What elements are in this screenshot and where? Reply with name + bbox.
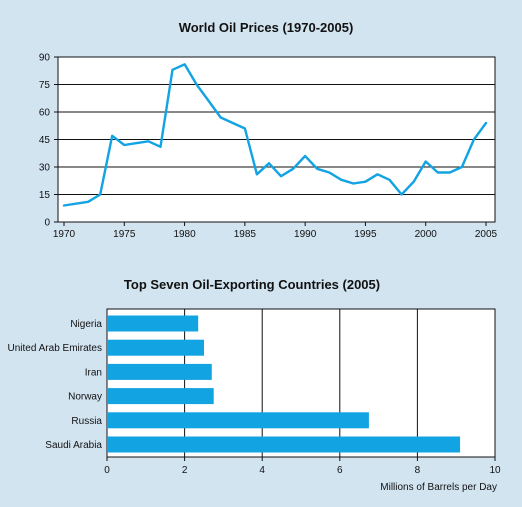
bar — [107, 315, 199, 332]
line-chart-title: World Oil Prices (1970-2005) — [179, 20, 354, 35]
line-y-tick-label: 60 — [39, 108, 51, 119]
bar-chart-x-ticks: 0 2 4 6 8 10 — [104, 457, 501, 476]
line-x-tick-label: 1985 — [234, 229, 257, 240]
line-x-tick-label: 2005 — [475, 229, 498, 240]
line-y-tick-label: 30 — [39, 163, 51, 174]
bar-category-label: Norway — [68, 392, 102, 403]
line-x-tick-label: 1995 — [354, 229, 377, 240]
bar-chart-x-axis-label: Millions of Barrels per Day — [380, 482, 497, 493]
bar-x-tick-label: 8 — [415, 465, 421, 476]
bar-x-tick-label: 10 — [489, 465, 501, 476]
bar-category-label: Iran — [85, 367, 102, 378]
line-x-tick-label: 2000 — [415, 229, 438, 240]
line-y-tick-label: 0 — [44, 218, 50, 229]
line-y-tick-label: 90 — [39, 53, 51, 64]
bar-x-tick-label: 0 — [104, 465, 110, 476]
line-x-tick-label: 1980 — [173, 229, 196, 240]
bar-x-tick-label: 4 — [259, 465, 265, 476]
bar — [107, 412, 369, 429]
bar-chart-bars — [107, 315, 461, 453]
line-y-tick-label: 15 — [39, 190, 51, 201]
oil-price-series — [62, 63, 488, 207]
bar — [107, 436, 461, 453]
line-y-tick-label: 75 — [39, 80, 51, 91]
line-x-tick-label: 1975 — [113, 229, 136, 240]
line-chart-y-ticks: 0 15 30 45 60 75 90 — [39, 53, 58, 229]
bar-category-label: Nigeria — [70, 319, 102, 330]
bar-category-label: Saudi Arabia — [45, 440, 102, 451]
oil-price-line — [62, 63, 488, 207]
line-x-tick-label: 1990 — [294, 229, 317, 240]
line-x-tick-label: 1970 — [53, 229, 76, 240]
bar-category-label: United Arab Emirates — [8, 343, 103, 354]
bar-category-label: Russia — [71, 416, 102, 427]
bar-plot-area — [106, 308, 496, 458]
bar-chart-gridlines — [184, 309, 418, 457]
bar-chart-title: Top Seven Oil-Exporting Countries (2005) — [124, 277, 380, 292]
bar-chart-category-labels: Nigeria United Arab Emirates Iran Norway Rus… — [8, 319, 103, 451]
bar — [107, 388, 214, 405]
bar — [107, 363, 212, 380]
line-chart-x-ticks: 1970 1975 1980 1985 1990 1995 2000 2005 — [53, 222, 498, 240]
bar-x-tick-label: 6 — [337, 465, 343, 476]
bar — [107, 339, 204, 356]
line-y-tick-label: 45 — [39, 135, 51, 146]
bar-x-tick-label: 2 — [182, 465, 188, 476]
